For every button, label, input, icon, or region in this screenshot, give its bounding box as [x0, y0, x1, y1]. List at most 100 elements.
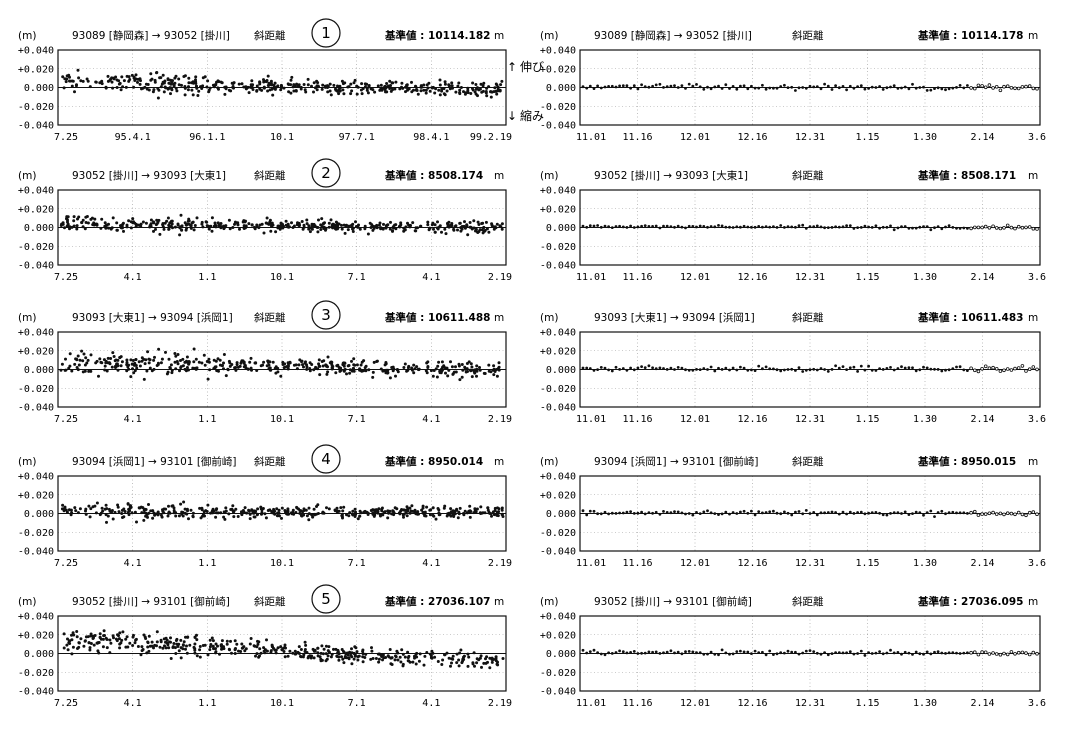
data-point	[285, 365, 289, 368]
data-point	[88, 648, 92, 652]
data-point	[947, 651, 951, 655]
data-point	[680, 225, 684, 229]
data-point	[65, 215, 69, 219]
data-point	[481, 89, 485, 93]
data-point	[1005, 511, 1010, 516]
x-tick-label: 12.16	[737, 132, 767, 143]
x-tick-label: 7.25	[54, 698, 78, 709]
data-point	[386, 223, 390, 227]
data-point	[222, 510, 226, 514]
data-point	[412, 371, 416, 375]
data-point	[1024, 225, 1028, 230]
data-point	[265, 216, 269, 220]
data-point	[472, 651, 476, 655]
data-point	[918, 652, 922, 656]
data-point	[495, 374, 499, 378]
data-point	[485, 86, 489, 90]
data-point	[410, 366, 414, 370]
data-point	[922, 365, 925, 369]
data-point	[440, 87, 444, 91]
data-point	[925, 225, 929, 229]
data-point	[933, 226, 936, 230]
data-point	[117, 637, 121, 641]
data-point	[233, 648, 237, 652]
data-point	[307, 506, 311, 510]
data-point	[940, 87, 944, 91]
data-point	[402, 515, 405, 519]
data-point	[389, 89, 393, 93]
data-point	[918, 511, 922, 514]
x-tick-label: 1.30	[913, 272, 937, 283]
data-point	[501, 657, 505, 660]
data-point	[826, 84, 830, 88]
plot-frame	[57, 331, 507, 408]
data-point	[396, 370, 400, 374]
data-point	[176, 353, 180, 356]
data-point	[183, 93, 187, 97]
data-point	[290, 75, 294, 79]
data-point	[118, 81, 122, 85]
data-point	[194, 78, 197, 82]
data-point	[400, 81, 404, 85]
data-point	[341, 509, 345, 513]
data-point	[256, 507, 260, 511]
data-point	[955, 86, 958, 89]
data-point	[225, 639, 229, 643]
data-point	[155, 630, 159, 634]
data-point	[461, 657, 465, 661]
data-point	[227, 512, 231, 516]
data-point	[232, 509, 236, 513]
data-point	[327, 645, 331, 649]
data-point	[406, 221, 409, 225]
data-point	[720, 512, 724, 516]
data-point	[462, 513, 466, 517]
route-label: 93093 [大東1] → 93094 [浜岡1]	[594, 311, 755, 324]
data-point	[133, 510, 137, 514]
data-point	[204, 220, 208, 224]
data-point	[878, 511, 881, 515]
data-point	[790, 367, 794, 371]
data-point	[925, 650, 929, 654]
data-point	[315, 505, 318, 508]
data-point	[249, 356, 253, 360]
data-point	[863, 512, 867, 516]
data-point	[342, 505, 346, 509]
data-point	[976, 225, 981, 230]
data-point	[585, 225, 589, 229]
data-point	[680, 511, 684, 515]
data-point	[596, 368, 599, 371]
data-point	[459, 648, 463, 652]
data-point	[78, 358, 82, 362]
data-point	[852, 512, 856, 515]
data-point	[268, 88, 272, 92]
data-point	[702, 87, 706, 91]
data-point	[804, 509, 808, 512]
data-point	[870, 368, 874, 372]
data-point	[156, 96, 160, 100]
data-point	[184, 647, 187, 651]
data-point	[245, 511, 249, 515]
data-point	[291, 508, 295, 512]
data-point	[326, 355, 330, 359]
data-point	[922, 85, 925, 89]
data-point	[181, 364, 185, 368]
data-point	[256, 642, 260, 646]
data-point	[249, 85, 253, 89]
data-point	[180, 228, 184, 232]
data-point	[687, 650, 691, 653]
data-point	[394, 655, 398, 659]
data-point	[837, 651, 841, 654]
data-point	[253, 644, 257, 648]
data-point	[192, 360, 196, 364]
data-point	[249, 637, 253, 640]
data-point	[680, 84, 684, 87]
data-point	[735, 87, 739, 91]
data-point	[772, 653, 775, 656]
data-point	[643, 224, 647, 228]
data-point	[966, 369, 969, 372]
data-point	[252, 225, 256, 229]
data-point	[284, 646, 287, 650]
data-point	[152, 511, 156, 515]
data-point	[149, 72, 153, 76]
data-point	[306, 656, 310, 660]
